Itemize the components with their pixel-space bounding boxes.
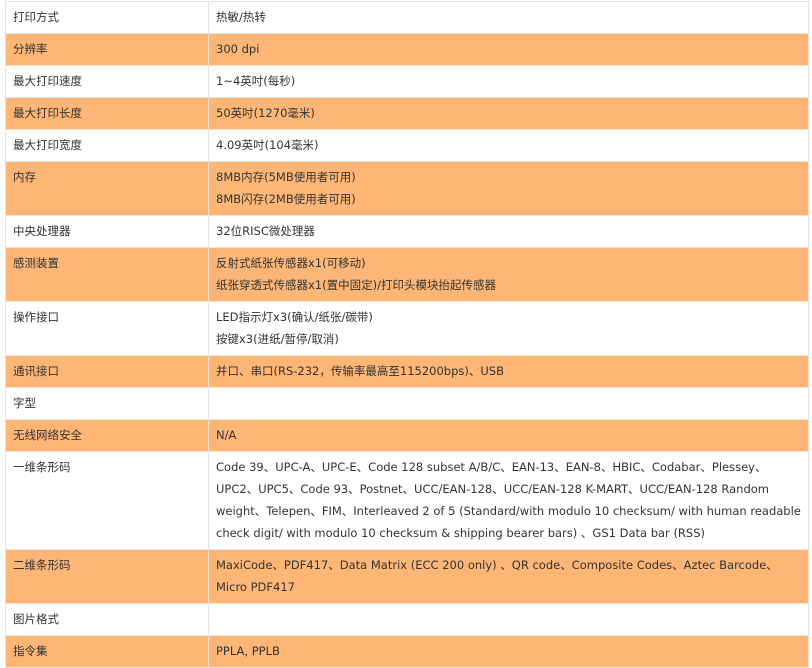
spec-label: 通讯接口 — [5, 355, 209, 388]
spec-row: 通讯接口 并口、串口(RS-232，传输率最高至115200bps)、USB — [5, 355, 809, 388]
spec-label: 感测装置 — [5, 247, 209, 302]
spec-value-line: 32位RISC微处理器 — [216, 224, 315, 238]
spec-value: 反射式纸张传感器x1(可移动) 纸张穿透式传感器x1(置中固定)/打印头模块抬起传… — [208, 247, 809, 302]
spec-value: MaxiCode、PDF417、Data Matrix (ECC 200 onl… — [208, 549, 809, 604]
spec-value-line: 4.09英吋(104毫米) — [216, 138, 319, 152]
spec-row: 操作接口 LED指示灯x3(确认/纸张/碳带) 按键x3(进纸/暂停/取消) — [5, 301, 809, 356]
spec-value-line: 1~4英吋(每秒) — [216, 74, 296, 88]
spec-row: 内存 8MB内存(5MB使用者可用) 8MB闪存(2MB使用者可用) — [5, 161, 809, 216]
spec-table-body: 打印方式 热敏/热转 分辨率 300 dpi 最大打印速度 1~4英吋(每秒) 最大打印长度… — [5, 1, 809, 668]
spec-value-line — [216, 608, 803, 630]
spec-row: 图片格式 — [5, 603, 809, 636]
spec-value-line: PPLA, PPLB — [216, 644, 280, 658]
spec-row: 二维条形码 MaxiCode、PDF417、Data Matrix (ECC 20… — [5, 549, 809, 604]
spec-row: 字型 — [5, 387, 809, 420]
spec-value-line: LED指示灯x3(确认/纸张/碳带) — [216, 310, 373, 324]
spec-value: 50英吋(1270毫米) — [208, 97, 809, 130]
spec-value: N/A — [208, 419, 809, 452]
spec-value-line: 纸张穿透式传感器x1(置中固定)/打印头模块抬起传感器 — [216, 278, 496, 292]
spec-value-line: MaxiCode、PDF417、Data Matrix (ECC 200 onl… — [216, 558, 778, 594]
spec-label: 二维条形码 — [5, 549, 209, 604]
spec-value-line — [216, 392, 803, 414]
spec-value-line: 热敏/热转 — [216, 10, 266, 24]
spec-row: 最大打印速度 1~4英吋(每秒) — [5, 65, 809, 98]
spec-row: 分辨率 300 dpi — [5, 33, 809, 66]
spec-value: 并口、串口(RS-232，传输率最高至115200bps)、USB — [208, 355, 809, 388]
spec-label: 无线网络安全 — [5, 419, 209, 452]
spec-label: 图片格式 — [5, 603, 209, 636]
spec-row: 中央处理器 32位RISC微处理器 — [5, 215, 809, 248]
spec-value-line: 并口、串口(RS-232，传输率最高至115200bps)、USB — [216, 364, 504, 378]
spec-value: LED指示灯x3(确认/纸张/碳带) 按键x3(进纸/暂停/取消) — [208, 301, 809, 356]
spec-value: Code 39、UPC-A、UPC-E、Code 128 subset A/B/… — [208, 451, 809, 550]
spec-label: 打印方式 — [5, 1, 209, 34]
spec-row: 感测装置 反射式纸张传感器x1(可移动) 纸张穿透式传感器x1(置中固定)/打印头模… — [5, 247, 809, 302]
spec-value: 1~4英吋(每秒) — [208, 65, 809, 98]
spec-label: 最大打印宽度 — [5, 129, 209, 162]
spec-table: 打印方式 热敏/热转 分辨率 300 dpi 最大打印速度 1~4英吋(每秒) 最大打印长度… — [5, 1, 809, 668]
spec-row: 最大打印宽度 4.09英吋(104毫米) — [5, 129, 809, 162]
spec-label: 内存 — [5, 161, 209, 216]
spec-label: 操作接口 — [5, 301, 209, 356]
spec-label: 字型 — [5, 387, 209, 420]
spec-label: 中央处理器 — [5, 215, 209, 248]
spec-value-line: N/A — [216, 428, 237, 442]
spec-value-line: 8MB内存(5MB使用者可用) — [216, 170, 356, 184]
spec-value: 32位RISC微处理器 — [208, 215, 809, 248]
spec-value: 4.09英吋(104毫米) — [208, 129, 809, 162]
spec-label: 分辨率 — [5, 33, 209, 66]
spec-value-line: 反射式纸张传感器x1(可移动) — [216, 256, 366, 270]
spec-label: 一维条形码 — [5, 451, 209, 550]
spec-value-line: 8MB闪存(2MB使用者可用) — [216, 192, 356, 206]
spec-label: 最大打印速度 — [5, 65, 209, 98]
spec-value-line: 按键x3(进纸/暂停/取消) — [216, 332, 339, 346]
spec-row: 打印方式 热敏/热转 — [5, 1, 809, 34]
spec-row: 最大打印长度 50英吋(1270毫米) — [5, 97, 809, 130]
spec-value-line: Code 39、UPC-A、UPC-E、Code 128 subset A/B/… — [216, 460, 801, 540]
spec-value-line: 300 dpi — [216, 42, 260, 56]
spec-row: 一维条形码 Code 39、UPC-A、UPC-E、Code 128 subset… — [5, 451, 809, 550]
spec-value-line: 50英吋(1270毫米) — [216, 106, 315, 120]
spec-value: 8MB内存(5MB使用者可用) 8MB闪存(2MB使用者可用) — [208, 161, 809, 216]
spec-label: 最大打印长度 — [5, 97, 209, 130]
spec-value — [208, 603, 809, 636]
spec-value — [208, 387, 809, 420]
spec-value: 300 dpi — [208, 33, 809, 66]
spec-row: 无线网络安全 N/A — [5, 419, 809, 452]
spec-value: 热敏/热转 — [208, 1, 809, 34]
